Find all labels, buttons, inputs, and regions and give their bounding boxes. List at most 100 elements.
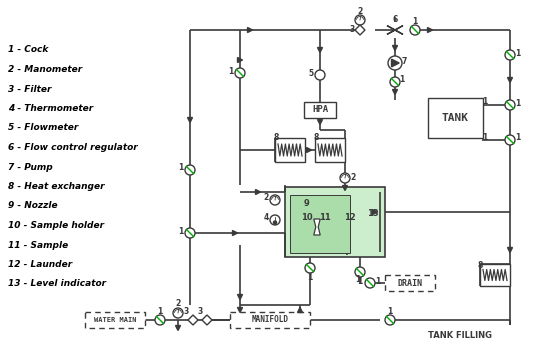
Text: DRAIN: DRAIN (398, 279, 422, 287)
Polygon shape (188, 315, 198, 325)
Polygon shape (508, 78, 513, 82)
Text: 4 - Thermometer: 4 - Thermometer (8, 104, 94, 113)
Text: 2: 2 (175, 299, 180, 308)
Text: 13 - Level indicator: 13 - Level indicator (8, 280, 106, 289)
Text: WATER MAIN: WATER MAIN (94, 317, 136, 323)
Circle shape (390, 77, 400, 87)
Text: 2: 2 (350, 172, 356, 182)
Text: 1: 1 (178, 227, 184, 235)
Circle shape (305, 263, 315, 273)
Bar (275, 138, 305, 162)
Text: 9 - Nozzle: 9 - Nozzle (8, 201, 58, 211)
Polygon shape (317, 120, 322, 125)
Text: 5 - Flowmeter: 5 - Flowmeter (8, 124, 78, 132)
Text: 1: 1 (482, 97, 488, 107)
Text: 1: 1 (515, 133, 521, 143)
Text: 8 - Heat exchanger: 8 - Heat exchanger (8, 182, 104, 191)
Polygon shape (306, 148, 311, 153)
Text: 13: 13 (367, 210, 379, 218)
Text: 1: 1 (228, 67, 234, 75)
Text: 2: 2 (358, 6, 362, 16)
Text: 4: 4 (263, 213, 268, 223)
Text: 3: 3 (349, 25, 355, 34)
Circle shape (410, 25, 420, 35)
Text: 8: 8 (477, 261, 483, 269)
Polygon shape (314, 219, 320, 235)
Circle shape (173, 308, 183, 318)
Polygon shape (238, 57, 243, 63)
Polygon shape (256, 189, 261, 194)
Text: 1: 1 (157, 307, 163, 315)
Text: 11: 11 (319, 212, 331, 222)
Circle shape (273, 221, 277, 224)
Polygon shape (248, 28, 252, 33)
Bar (290, 195, 350, 253)
Text: 12 - Launder: 12 - Launder (8, 260, 72, 269)
Circle shape (365, 278, 375, 288)
Text: TANK: TANK (442, 113, 469, 123)
Bar (427, 98, 482, 138)
Circle shape (355, 267, 365, 277)
Bar (385, 275, 435, 291)
Circle shape (505, 50, 515, 60)
Text: 12: 12 (344, 212, 356, 222)
Text: 1: 1 (482, 132, 488, 142)
Polygon shape (175, 325, 180, 331)
Circle shape (235, 68, 245, 78)
Text: 1: 1 (515, 48, 521, 57)
Text: 7: 7 (402, 57, 406, 67)
Text: 3 - Filter: 3 - Filter (8, 85, 52, 93)
Text: 1: 1 (412, 17, 417, 25)
Polygon shape (387, 25, 403, 34)
Text: 1: 1 (358, 276, 362, 285)
Text: 1: 1 (178, 164, 184, 172)
Circle shape (505, 135, 515, 145)
Polygon shape (427, 28, 432, 33)
Text: 1: 1 (387, 307, 393, 315)
Text: 1: 1 (515, 98, 521, 108)
Text: 8: 8 (273, 133, 279, 143)
Text: 3: 3 (197, 307, 202, 315)
Circle shape (385, 315, 395, 325)
Circle shape (340, 173, 350, 183)
Polygon shape (343, 185, 348, 190)
Polygon shape (355, 25, 365, 35)
Text: 2 - Manometer: 2 - Manometer (8, 65, 82, 74)
Circle shape (185, 165, 195, 175)
Text: 1: 1 (375, 276, 381, 285)
Polygon shape (393, 90, 398, 95)
Text: 2: 2 (263, 194, 268, 202)
Polygon shape (317, 47, 322, 52)
Text: 1: 1 (355, 275, 361, 285)
Polygon shape (238, 295, 243, 299)
Text: 8: 8 (314, 133, 318, 143)
Circle shape (185, 228, 195, 238)
Circle shape (355, 15, 365, 25)
Text: TANK FILLING: TANK FILLING (428, 331, 492, 339)
Text: 1: 1 (399, 75, 405, 85)
Polygon shape (202, 315, 212, 325)
Text: 9: 9 (304, 200, 310, 209)
Bar (480, 264, 510, 286)
Polygon shape (188, 118, 192, 122)
Circle shape (270, 195, 280, 205)
Bar (315, 138, 345, 162)
Text: 1 - Cock: 1 - Cock (8, 46, 48, 55)
Bar (285, 187, 385, 257)
Bar (230, 312, 310, 328)
Circle shape (270, 215, 280, 225)
Circle shape (315, 70, 325, 80)
Text: 10 - Sample holder: 10 - Sample holder (8, 221, 104, 230)
Polygon shape (238, 308, 243, 313)
Text: 1: 1 (307, 274, 312, 282)
Text: MANIFOLD: MANIFOLD (251, 315, 289, 325)
Text: 10: 10 (301, 212, 313, 222)
Text: 7 - Pump: 7 - Pump (8, 162, 53, 171)
Text: 5: 5 (309, 69, 313, 78)
Polygon shape (233, 230, 238, 235)
Bar (85, 312, 145, 328)
Text: 3: 3 (183, 307, 189, 315)
Polygon shape (393, 46, 398, 51)
Circle shape (155, 315, 165, 325)
Polygon shape (392, 59, 399, 67)
